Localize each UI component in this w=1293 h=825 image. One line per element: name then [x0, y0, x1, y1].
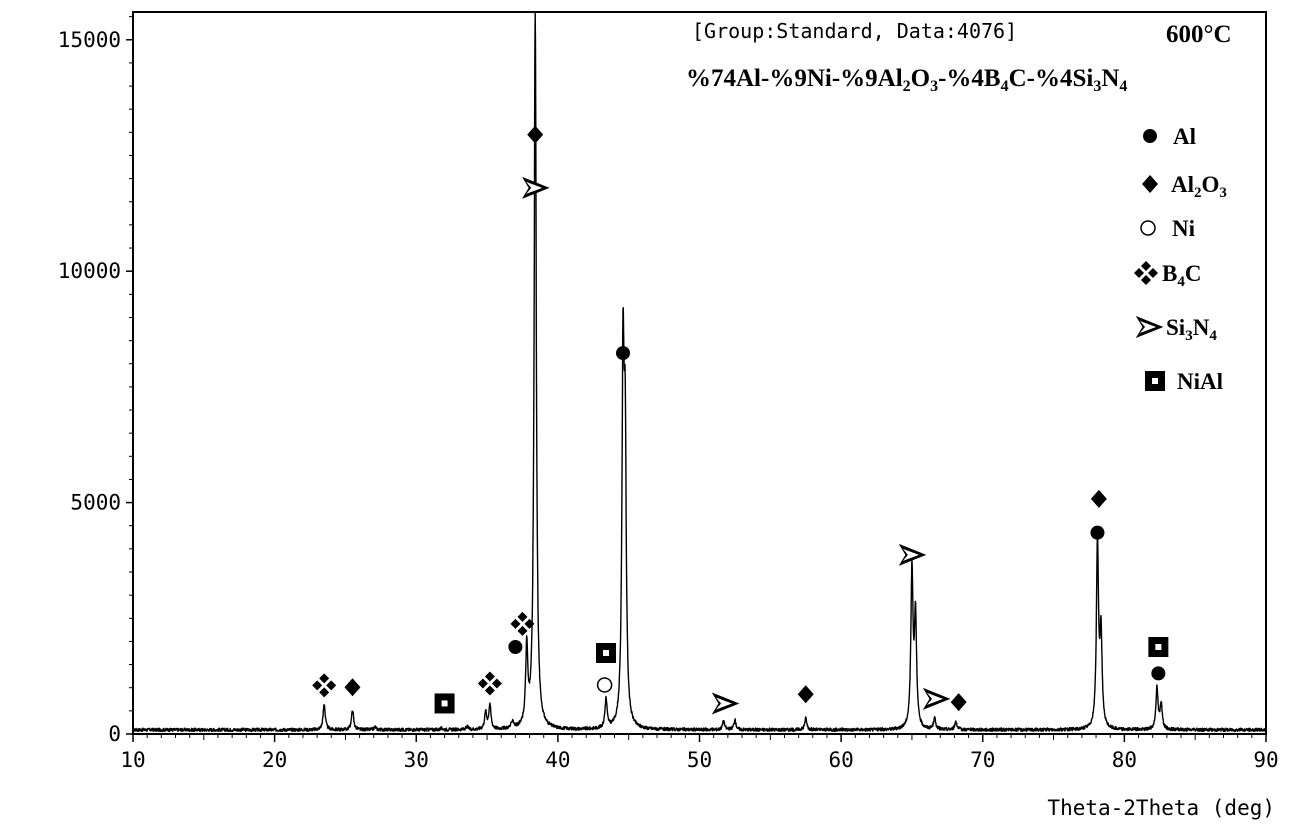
- x-tick-label: 40: [545, 748, 570, 772]
- al2o3-marker: [527, 125, 544, 144]
- b4c-marker: [477, 671, 502, 696]
- al2o3-marker: [797, 685, 814, 704]
- xrd-trace: [132, 11, 1267, 733]
- si3n4-marker: [922, 687, 951, 710]
- al-marker: [616, 346, 631, 361]
- legend-al: Al: [1143, 124, 1196, 149]
- chart-title: %74Al-%9Ni-%9Al2O3-%4B4C-%4Si3N4: [686, 65, 1127, 95]
- header-text: [Group:Standard, Data:4076]: [692, 19, 1017, 43]
- legend-label: Ni: [1172, 216, 1196, 241]
- quad-diamond-icon: [1134, 261, 1158, 285]
- x-axis-label: Theta-2Theta (deg): [1047, 796, 1275, 820]
- al-marker: [508, 639, 523, 654]
- legend-ni: Ni: [1140, 216, 1196, 241]
- legend: Al Al2O3 Ni B4C Si3N4 NiAl: [1134, 124, 1227, 394]
- al2o3-marker: [1090, 489, 1107, 508]
- nial-marker: [1148, 636, 1169, 657]
- open-circle-icon: [1140, 220, 1156, 236]
- x-tick-label: 30: [404, 748, 429, 772]
- legend-b4c: B4C: [1134, 261, 1201, 290]
- legend-nial: NiAl: [1145, 369, 1223, 394]
- filled-diamond-icon: [1142, 175, 1158, 193]
- b4c-marker: [510, 611, 535, 636]
- x-tick-label: 70: [970, 748, 995, 772]
- x-tick-label: 60: [828, 748, 853, 772]
- temperature-label: 600°C: [1166, 21, 1232, 48]
- al-marker: [1151, 666, 1166, 681]
- ni-marker: [596, 677, 613, 693]
- y-tick-label: 10000: [58, 259, 121, 283]
- al2o3-marker: [950, 693, 967, 712]
- square-icon: [1145, 371, 1165, 391]
- nial-marker: [434, 693, 455, 714]
- x-tick-label: 20: [262, 748, 287, 772]
- legend-label: NiAl: [1177, 369, 1223, 394]
- legend-al2o3: Al2O3: [1142, 172, 1227, 201]
- x-tick-label: 10: [120, 748, 145, 772]
- si3n4-marker: [522, 176, 550, 199]
- x-tick-label: 50: [687, 748, 712, 772]
- al2o3-marker: [344, 678, 361, 697]
- y-tick-label: 15000: [58, 28, 121, 52]
- arrowhead-icon: [1135, 315, 1164, 339]
- legend-label: Al2O3: [1171, 172, 1227, 201]
- x-tick-label: 80: [1112, 748, 1137, 772]
- legend-label: B4C: [1162, 261, 1201, 290]
- y-tick-label: 0: [108, 722, 121, 746]
- al-marker: [1090, 525, 1105, 540]
- y-tick-label: 5000: [70, 491, 121, 515]
- x-tick-label: 90: [1253, 748, 1278, 772]
- si3n4-marker: [898, 543, 927, 566]
- filled-circle-icon: [1143, 129, 1157, 143]
- b4c-marker: [312, 673, 337, 698]
- legend-label: Si3N4: [1166, 315, 1217, 344]
- legend-si3n4: Si3N4: [1135, 315, 1217, 344]
- si3n4-marker: [711, 692, 740, 715]
- legend-label: Al: [1173, 124, 1196, 149]
- nial-marker: [596, 643, 617, 664]
